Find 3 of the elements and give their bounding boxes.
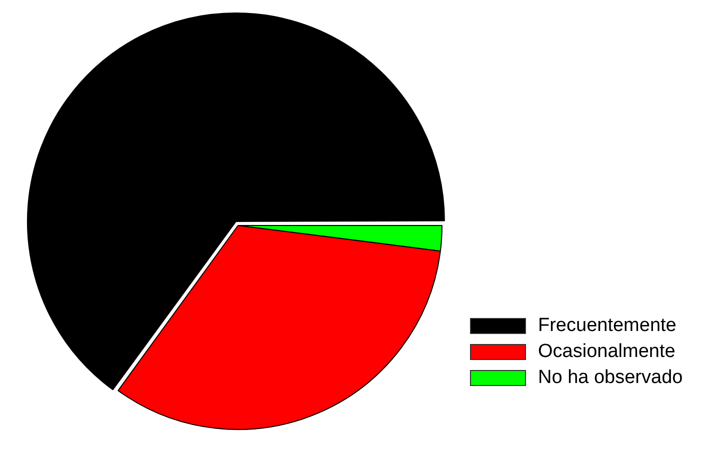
legend-label: Frecuentemente <box>538 315 676 337</box>
legend-label: No ha observado <box>538 367 683 389</box>
legend-label: Ocasionalmente <box>538 341 676 363</box>
